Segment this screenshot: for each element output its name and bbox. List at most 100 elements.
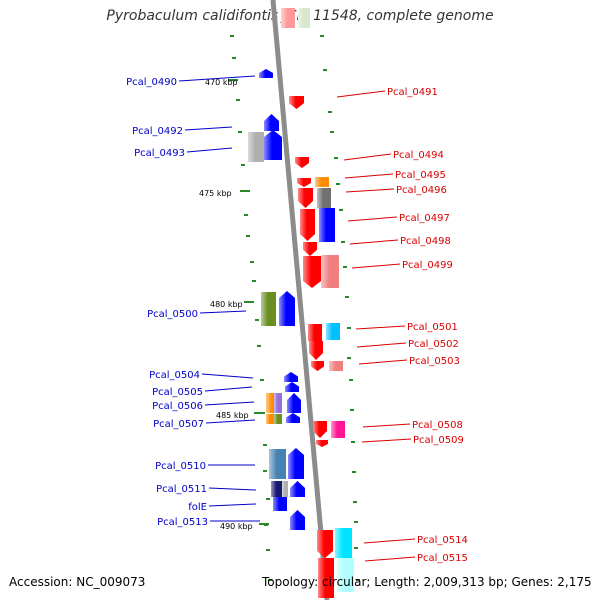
gene-leader-line <box>358 359 408 365</box>
scale-label: 480 kbp <box>210 300 243 309</box>
gene-glyph <box>269 449 286 479</box>
gene-leader-line <box>186 147 233 153</box>
tick-mark <box>330 131 334 133</box>
tick-mark <box>252 280 256 282</box>
gene-leader-line <box>364 556 416 562</box>
gene-label-left: Pcal_0504 <box>149 370 200 381</box>
tick-mark <box>352 471 356 473</box>
gene-label-right: Pcal_0498 <box>400 236 451 247</box>
tick-mark <box>350 409 354 411</box>
gene-glyph <box>264 130 282 160</box>
scale-label: 490 kbp <box>220 522 253 531</box>
tick-mark <box>268 579 272 581</box>
gene-label-right: Pcal_0499 <box>402 260 453 271</box>
gene-glyph <box>288 448 304 479</box>
gene-label-left: Pcal_0506 <box>152 401 203 412</box>
gene-leader-line <box>356 342 407 348</box>
gene-glyph <box>318 558 334 598</box>
genome-stats-label: Topology: circular; Length: 2,009,313 bp… <box>262 575 592 589</box>
gene-glyph <box>281 8 295 28</box>
gene-glyph <box>259 69 273 78</box>
gene-glyph <box>298 8 310 28</box>
tick-mark <box>320 35 324 37</box>
gene-glyph <box>261 292 276 326</box>
scale-label: 485 kbp <box>216 411 249 420</box>
gene-leader-line <box>205 419 256 424</box>
tick-mark <box>336 183 340 185</box>
gene-glyph <box>295 157 309 168</box>
tick-mark <box>354 521 358 523</box>
gene-glyph <box>313 421 327 438</box>
gene-glyph <box>279 291 295 326</box>
gene-label-right: Pcal_0494 <box>393 150 444 161</box>
gene-label-left: Pcal_0492 <box>132 126 183 137</box>
gene-label-left: Pcal_0490 <box>126 77 177 88</box>
tick-mark <box>250 261 254 263</box>
scale-label: 470 kbp <box>205 78 238 87</box>
tick-mark <box>347 357 351 359</box>
gene-leader-line <box>208 503 257 507</box>
gene-glyph <box>317 530 333 558</box>
gene-label-right: Pcal_0515 <box>417 553 468 564</box>
gene-glyph <box>285 382 299 392</box>
gene-glyph <box>316 440 328 447</box>
gene-label-right: Pcal_0496 <box>396 185 447 196</box>
gene-leader-line <box>351 263 401 269</box>
gene-label-left: Pcal_0513 <box>157 517 208 528</box>
tick-mark <box>323 69 327 71</box>
gene-label-right: Pcal_0501 <box>407 322 458 333</box>
gene-label-left: Pcal_0500 <box>147 309 198 320</box>
gene-label-left: Pcal_0493 <box>134 148 185 159</box>
tick-mark <box>266 498 270 500</box>
gene-label-right: Pcal_0508 <box>412 420 463 431</box>
gene-glyph <box>289 96 304 109</box>
tick-mark <box>354 547 358 549</box>
gene-leader-line <box>362 423 411 428</box>
gene-glyph <box>321 255 339 288</box>
gene-glyph <box>335 528 352 558</box>
gene-leader-line <box>349 239 399 245</box>
tick-mark <box>339 209 343 211</box>
gene-leader-line <box>355 325 406 330</box>
gene-label-right: Pcal_0497 <box>399 213 450 224</box>
tick-mark <box>356 579 360 581</box>
gene-leader-line <box>347 216 398 222</box>
tick-mark <box>241 164 245 166</box>
tick-mark <box>236 99 240 101</box>
gene-glyph <box>303 256 321 288</box>
gene-glyph <box>319 208 335 242</box>
gene-label-left: folE <box>188 502 207 513</box>
gene-glyph <box>298 188 313 208</box>
tick-mark <box>341 241 345 243</box>
tick-mark <box>255 319 259 321</box>
gene-leader-line <box>343 153 392 161</box>
gene-label-right: Pcal_0514 <box>417 535 468 546</box>
gene-label-left: Pcal_0505 <box>152 387 203 398</box>
genome-backbone <box>270 0 330 600</box>
gene-leader-line <box>201 373 254 379</box>
gene-glyph <box>271 481 283 497</box>
tick-mark <box>257 345 261 347</box>
gene-glyph <box>282 481 288 497</box>
tick-mark <box>349 379 353 381</box>
gene-glyph <box>273 497 287 511</box>
tick-mark <box>351 441 355 443</box>
tick-mark <box>328 111 332 113</box>
gene-glyph <box>329 361 343 371</box>
gene-glyph <box>309 341 323 360</box>
gene-glyph <box>326 323 340 340</box>
tick-mark <box>353 501 357 503</box>
gene-glyph <box>311 361 324 371</box>
gene-leader-line <box>204 401 255 406</box>
gene-glyph <box>290 481 305 497</box>
gene-glyph <box>264 114 279 131</box>
tick-mark <box>244 214 248 216</box>
gene-glyph <box>308 324 322 341</box>
gene-glyph <box>300 209 315 241</box>
gene-leader-line <box>178 75 256 82</box>
tick-mark <box>347 327 351 329</box>
tick-mark <box>263 470 267 472</box>
gene-label-left: Pcal_0510 <box>155 461 206 472</box>
gene-glyph <box>286 413 300 423</box>
gene-leader-line <box>361 438 412 443</box>
